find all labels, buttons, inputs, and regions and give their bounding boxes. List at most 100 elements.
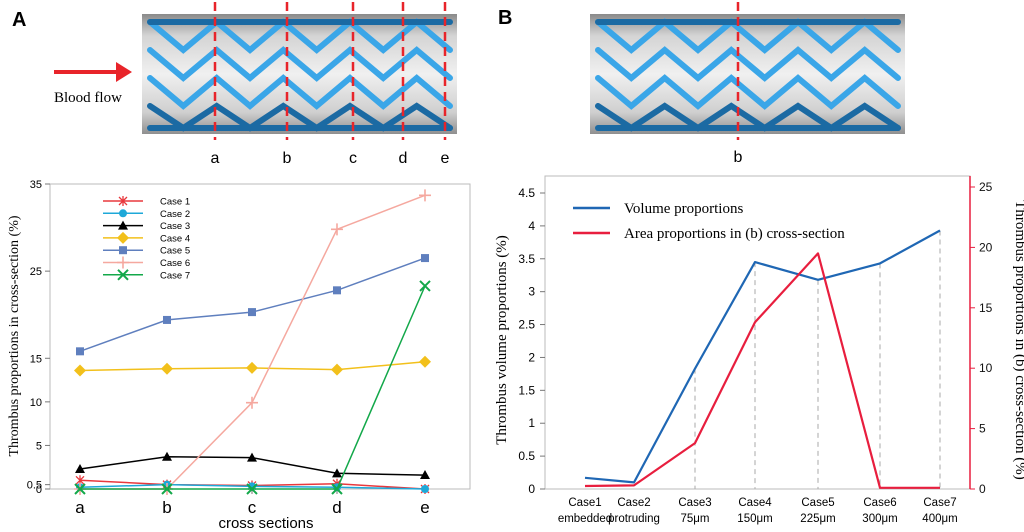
stent-strut (147, 46, 453, 82)
chart-b-legend: Volume proportions Area proportions in (b… (573, 201, 845, 242)
stent-strut (147, 102, 453, 132)
section-label-b: b (283, 150, 292, 167)
data-point (331, 223, 343, 236)
y-tick-label-right: 10 (979, 361, 993, 375)
stent-strut (595, 46, 901, 82)
blood-flow-label: Blood flow (54, 90, 122, 106)
section-label-e: e (441, 150, 450, 167)
x-tick-label: b (162, 498, 171, 517)
x-tick-label: Case2 (617, 497, 650, 509)
x-tick-sublabel: 400μm (922, 513, 957, 525)
y-tick-label: 3 (528, 285, 535, 299)
data-point (162, 451, 172, 461)
y-tick-label: 3.5 (518, 252, 535, 266)
y-tick-label: 0.5 (518, 449, 535, 463)
x-tick-sublabel: 225μm (800, 513, 835, 525)
stent-strut (595, 18, 901, 54)
y-tick-label: 0 (528, 482, 535, 496)
y-tick-label: 1 (528, 416, 535, 430)
x-tick-label: a (75, 498, 85, 517)
y-tick-label: 0.5 (27, 480, 42, 492)
y-tick-label: 2.5 (518, 318, 535, 332)
data-point (333, 286, 341, 295)
legend-label: Area proportions in (b) cross-section (624, 226, 845, 242)
data-point (420, 470, 430, 480)
data-point (332, 468, 342, 478)
data-point (246, 361, 258, 374)
legend-label: Volume proportions (624, 201, 743, 217)
data-point (247, 452, 257, 462)
x-tick-sublabel: protruding (608, 513, 660, 525)
stent-b (595, 18, 901, 132)
x-tick-sublabel: embedded (558, 513, 612, 525)
x-tick-sublabel: 300μm (862, 513, 897, 525)
data-point (75, 463, 85, 473)
section-label-c: c (349, 150, 357, 167)
panel-b-label: B (498, 7, 512, 29)
y-tick-label: 35 (30, 179, 42, 191)
stent-strut (595, 102, 901, 132)
data-point (331, 483, 343, 495)
data-point (117, 256, 129, 269)
x-tick-label: Case7 (923, 497, 956, 509)
chart-b-ylabel-left: Thrombus volume proportions (%) (494, 235, 510, 445)
chart-a-plot-area (49, 183, 471, 490)
x-tick-label: Case4 (738, 497, 772, 509)
data-point (419, 280, 431, 292)
y-tick-label: 25 (30, 266, 42, 278)
legend-label: Case 6 (160, 258, 190, 269)
data-point (117, 231, 129, 244)
x-tick-sublabel: 150μm (737, 513, 772, 525)
y-tick-label-right: 0 (979, 482, 986, 496)
legend-label: Case 1 (160, 197, 190, 208)
stent-a (147, 18, 453, 132)
data-point (163, 315, 171, 324)
y-tick-label: 0 (36, 484, 42, 496)
x-tick-label: Case1 (568, 497, 601, 509)
series-line-case-6 (80, 194, 426, 490)
section-lines-a: a b c d e (211, 2, 450, 167)
chart-b-ylabel-right: Thrombus proportions in (b) cross-sectio… (1012, 200, 1024, 480)
panel-a-label: A (12, 9, 26, 31)
y-tick-label-right: 5 (979, 422, 986, 436)
x-tick-label: Case6 (863, 497, 896, 509)
chart-a: 00.5 5 10 15 25 35 a b c d e cross sections Thromb… (7, 179, 471, 532)
y-tick-label: 4.5 (518, 186, 535, 200)
legend-label: Case 5 (160, 246, 190, 257)
data-point (248, 308, 256, 317)
x-tick-label: e (420, 498, 429, 517)
data-point (74, 483, 86, 495)
y-tick-label-right: 15 (979, 301, 993, 315)
blood-flow-arrow (54, 62, 132, 82)
chart-a-ylabel: Thrombus proportions in cross-section (%… (7, 215, 22, 456)
data-point (161, 483, 173, 495)
data-point (421, 485, 429, 493)
data-point (421, 254, 429, 263)
y-tick-label-right: 25 (979, 180, 993, 194)
x-tick-label: c (248, 498, 257, 517)
x-tick-label: d (332, 498, 341, 517)
legend-label: Case 4 (160, 233, 190, 244)
data-point (118, 220, 128, 230)
data-point (246, 483, 258, 495)
section-label-a: a (211, 150, 220, 167)
chart-a-xlabel: cross sections (218, 515, 313, 532)
stent-strut (147, 18, 453, 54)
section-label-d: d (399, 150, 408, 167)
legend-label: Case 2 (160, 209, 190, 220)
y-tick-label: 5 (36, 440, 42, 452)
y-tick-label-right: 20 (979, 240, 993, 254)
panel-b-diagram: B b (498, 2, 905, 166)
y-tick-label: 10 (30, 397, 42, 409)
stent-strut (147, 74, 453, 110)
data-point (119, 209, 127, 218)
series-line-volume (584, 229, 941, 484)
x-tick-label: Case3 (678, 497, 711, 509)
y-tick-label: 1.5 (518, 383, 535, 397)
data-point (76, 347, 84, 356)
data-point (74, 364, 86, 377)
data-point (246, 396, 258, 409)
x-tick-label: Case5 (801, 497, 834, 509)
